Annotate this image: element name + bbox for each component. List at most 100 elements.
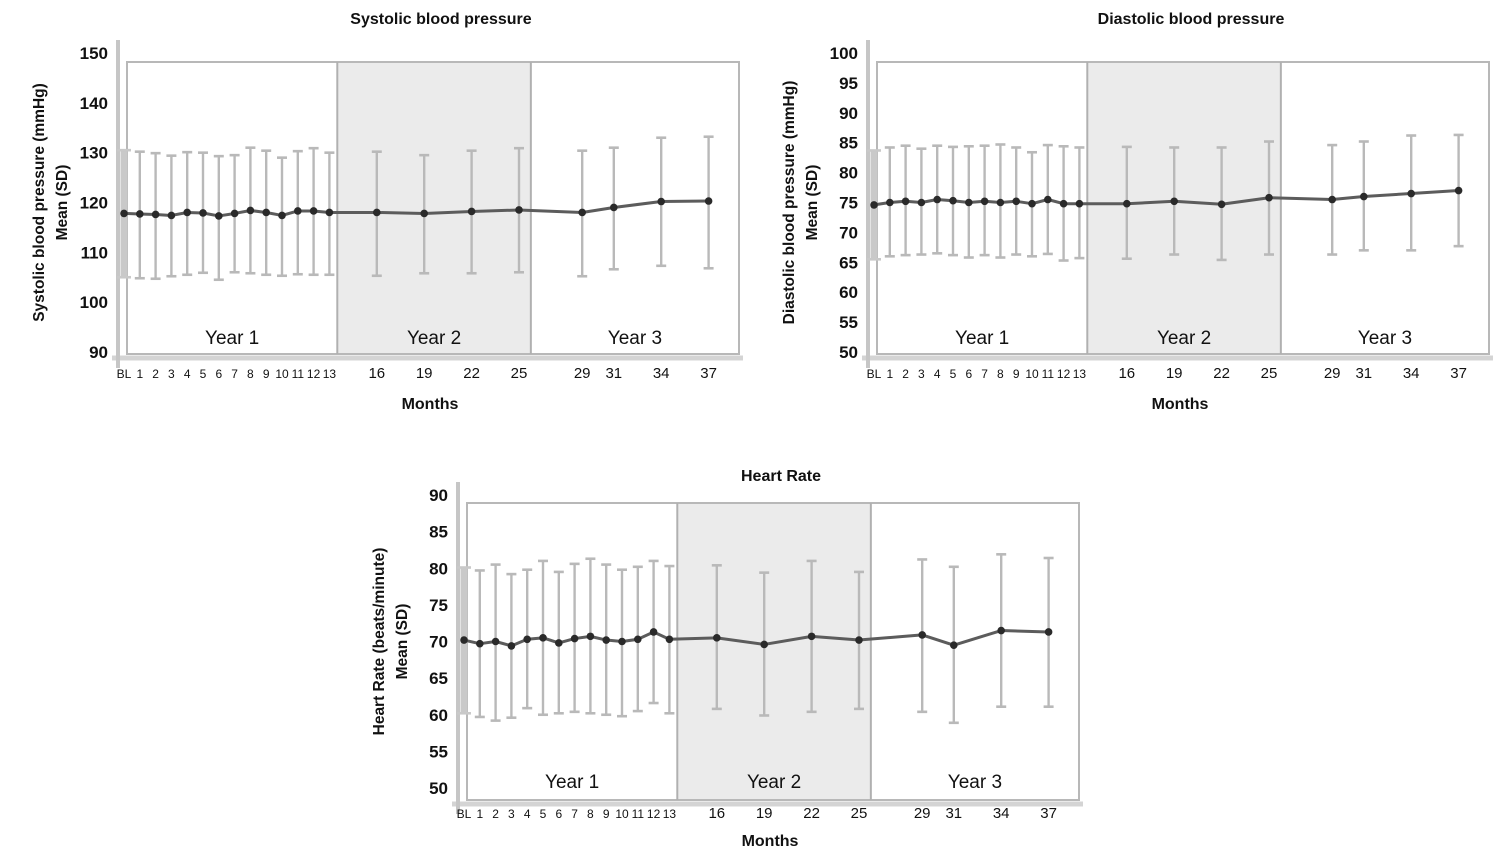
x-tick-label: 1 — [476, 807, 483, 821]
y-tick-labels: 90 85 80 75 70 65 60 55 50 — [429, 486, 448, 798]
x-tick-label: 19 — [1166, 365, 1183, 382]
mean-point — [1075, 199, 1084, 208]
x-tick-label: 11 — [1042, 367, 1055, 381]
y-tick-label: 120 — [80, 194, 108, 213]
mean-markers — [460, 626, 1053, 650]
y-tick-label: 50 — [839, 343, 858, 362]
x-tick-label: 16 — [708, 805, 725, 822]
mean-point — [515, 206, 523, 214]
x-tick-label: 4 — [934, 367, 941, 381]
x-tick-label: 25 — [511, 365, 528, 382]
mean-point — [215, 212, 223, 220]
mean-point — [634, 635, 642, 644]
mean-point — [309, 207, 318, 215]
mean-point — [586, 632, 595, 641]
mean-point — [167, 211, 176, 220]
year-band-3 — [1280, 62, 1489, 354]
x-tick-label: 5 — [200, 367, 207, 381]
x-tick-label: 16 — [368, 365, 385, 382]
x-tick-label: 13 — [1073, 367, 1087, 381]
y-axis-label-line1: Systolic blood pressure (mmHg) — [31, 83, 48, 322]
y-tick-label: 90 — [839, 104, 858, 123]
mean-line — [872, 189, 1461, 207]
x-tick-label: 34 — [993, 805, 1010, 822]
mean-point — [420, 209, 429, 218]
mean-point — [523, 635, 531, 644]
mean-point — [1123, 199, 1131, 208]
x-tick-label: 12 — [307, 367, 321, 381]
mean-point — [996, 198, 1005, 207]
mean-point — [294, 207, 302, 215]
year-band-1 — [127, 62, 338, 354]
x-tick-label: 34 — [653, 365, 670, 382]
x-tick-label: 4 — [524, 807, 531, 821]
year-band-3 — [870, 503, 1079, 800]
year-band-1 — [467, 503, 678, 800]
mean-point — [373, 208, 381, 217]
year-label-2: Year 2 — [747, 772, 801, 793]
x-tick-label: 22 — [803, 805, 820, 822]
x-tick-label: 2 — [152, 367, 159, 381]
x-tick-label: 31 — [1355, 365, 1372, 382]
x-tick-label: 22 — [1213, 365, 1230, 382]
x-tick-label: 10 — [1025, 367, 1039, 381]
x-tick-label: 22 — [463, 365, 480, 382]
year-band-1 — [877, 62, 1088, 354]
y-tick-label: 55 — [429, 742, 448, 761]
mean-point — [657, 197, 665, 206]
x-axis-label: Months — [742, 833, 799, 850]
x-tick-label: 12 — [647, 807, 661, 821]
mean-point — [476, 639, 484, 648]
y-tick-labels: 100 95 90 85 80 75 70 65 60 55 50 — [830, 44, 858, 362]
x-tick-label: 1 — [886, 367, 893, 381]
heart-rate-chart: 90 85 80 75 70 65 60 55 50 Heart Rate (beats/minu… — [340, 433, 1090, 866]
x-tick-labels: BL 1 2 3 4 5 6 7 8 9 10 11 12 13 16 19 22 25 29 31 34 37 — [867, 365, 1467, 382]
x-tick-label: 19 — [416, 365, 433, 382]
mean-point — [120, 209, 128, 218]
year-band-2 — [1087, 62, 1281, 354]
x-tick-label: 29 — [914, 805, 931, 822]
x-tick-label: BL — [457, 807, 472, 821]
chart-title: Heart Rate — [741, 468, 821, 485]
y-tick-label: 90 — [89, 343, 108, 362]
mean-point — [555, 639, 563, 647]
x-axis-label: Months — [1152, 396, 1209, 413]
year-band-3 — [530, 62, 739, 354]
mean-point — [1170, 197, 1178, 206]
mean-point — [151, 210, 160, 219]
mean-point — [918, 631, 926, 639]
mean-point — [183, 208, 191, 217]
mean-point — [901, 197, 910, 206]
x-tick-label: 2 — [492, 807, 499, 821]
mean-point — [602, 636, 610, 644]
y-axis-label-line1: Heart Rate (beats/minute) — [371, 548, 388, 736]
mean-point — [1328, 195, 1336, 204]
mean-point — [246, 206, 255, 215]
mean-point — [460, 636, 468, 644]
mean-point — [886, 198, 894, 207]
y-tick-label: 60 — [429, 706, 448, 725]
y-tick-label: 55 — [839, 313, 858, 332]
x-tick-label: 8 — [247, 367, 254, 381]
mean-point — [760, 640, 768, 649]
x-tick-label: 2 — [902, 367, 909, 381]
x-tick-label: 25 — [1261, 365, 1278, 382]
y-tick-label: 60 — [839, 283, 858, 302]
x-tick-label: 31 — [605, 365, 622, 382]
mean-point — [618, 637, 626, 646]
x-tick-label: 11 — [292, 367, 305, 381]
y-tick-label: 95 — [839, 74, 858, 93]
x-tick-label: 25 — [851, 805, 868, 822]
chart-title: Systolic blood pressure — [350, 11, 531, 28]
x-tick-label: 34 — [1403, 365, 1420, 382]
x-tick-label: 10 — [615, 807, 629, 821]
x-tick-label: 6 — [555, 807, 562, 821]
x-tick-label: 9 — [1013, 367, 1020, 381]
mean-point — [262, 208, 271, 217]
mean-line — [122, 199, 711, 218]
mean-point — [325, 208, 334, 217]
y-axis-label-line1: Diastolic blood pressure (mmHg) — [781, 81, 798, 325]
